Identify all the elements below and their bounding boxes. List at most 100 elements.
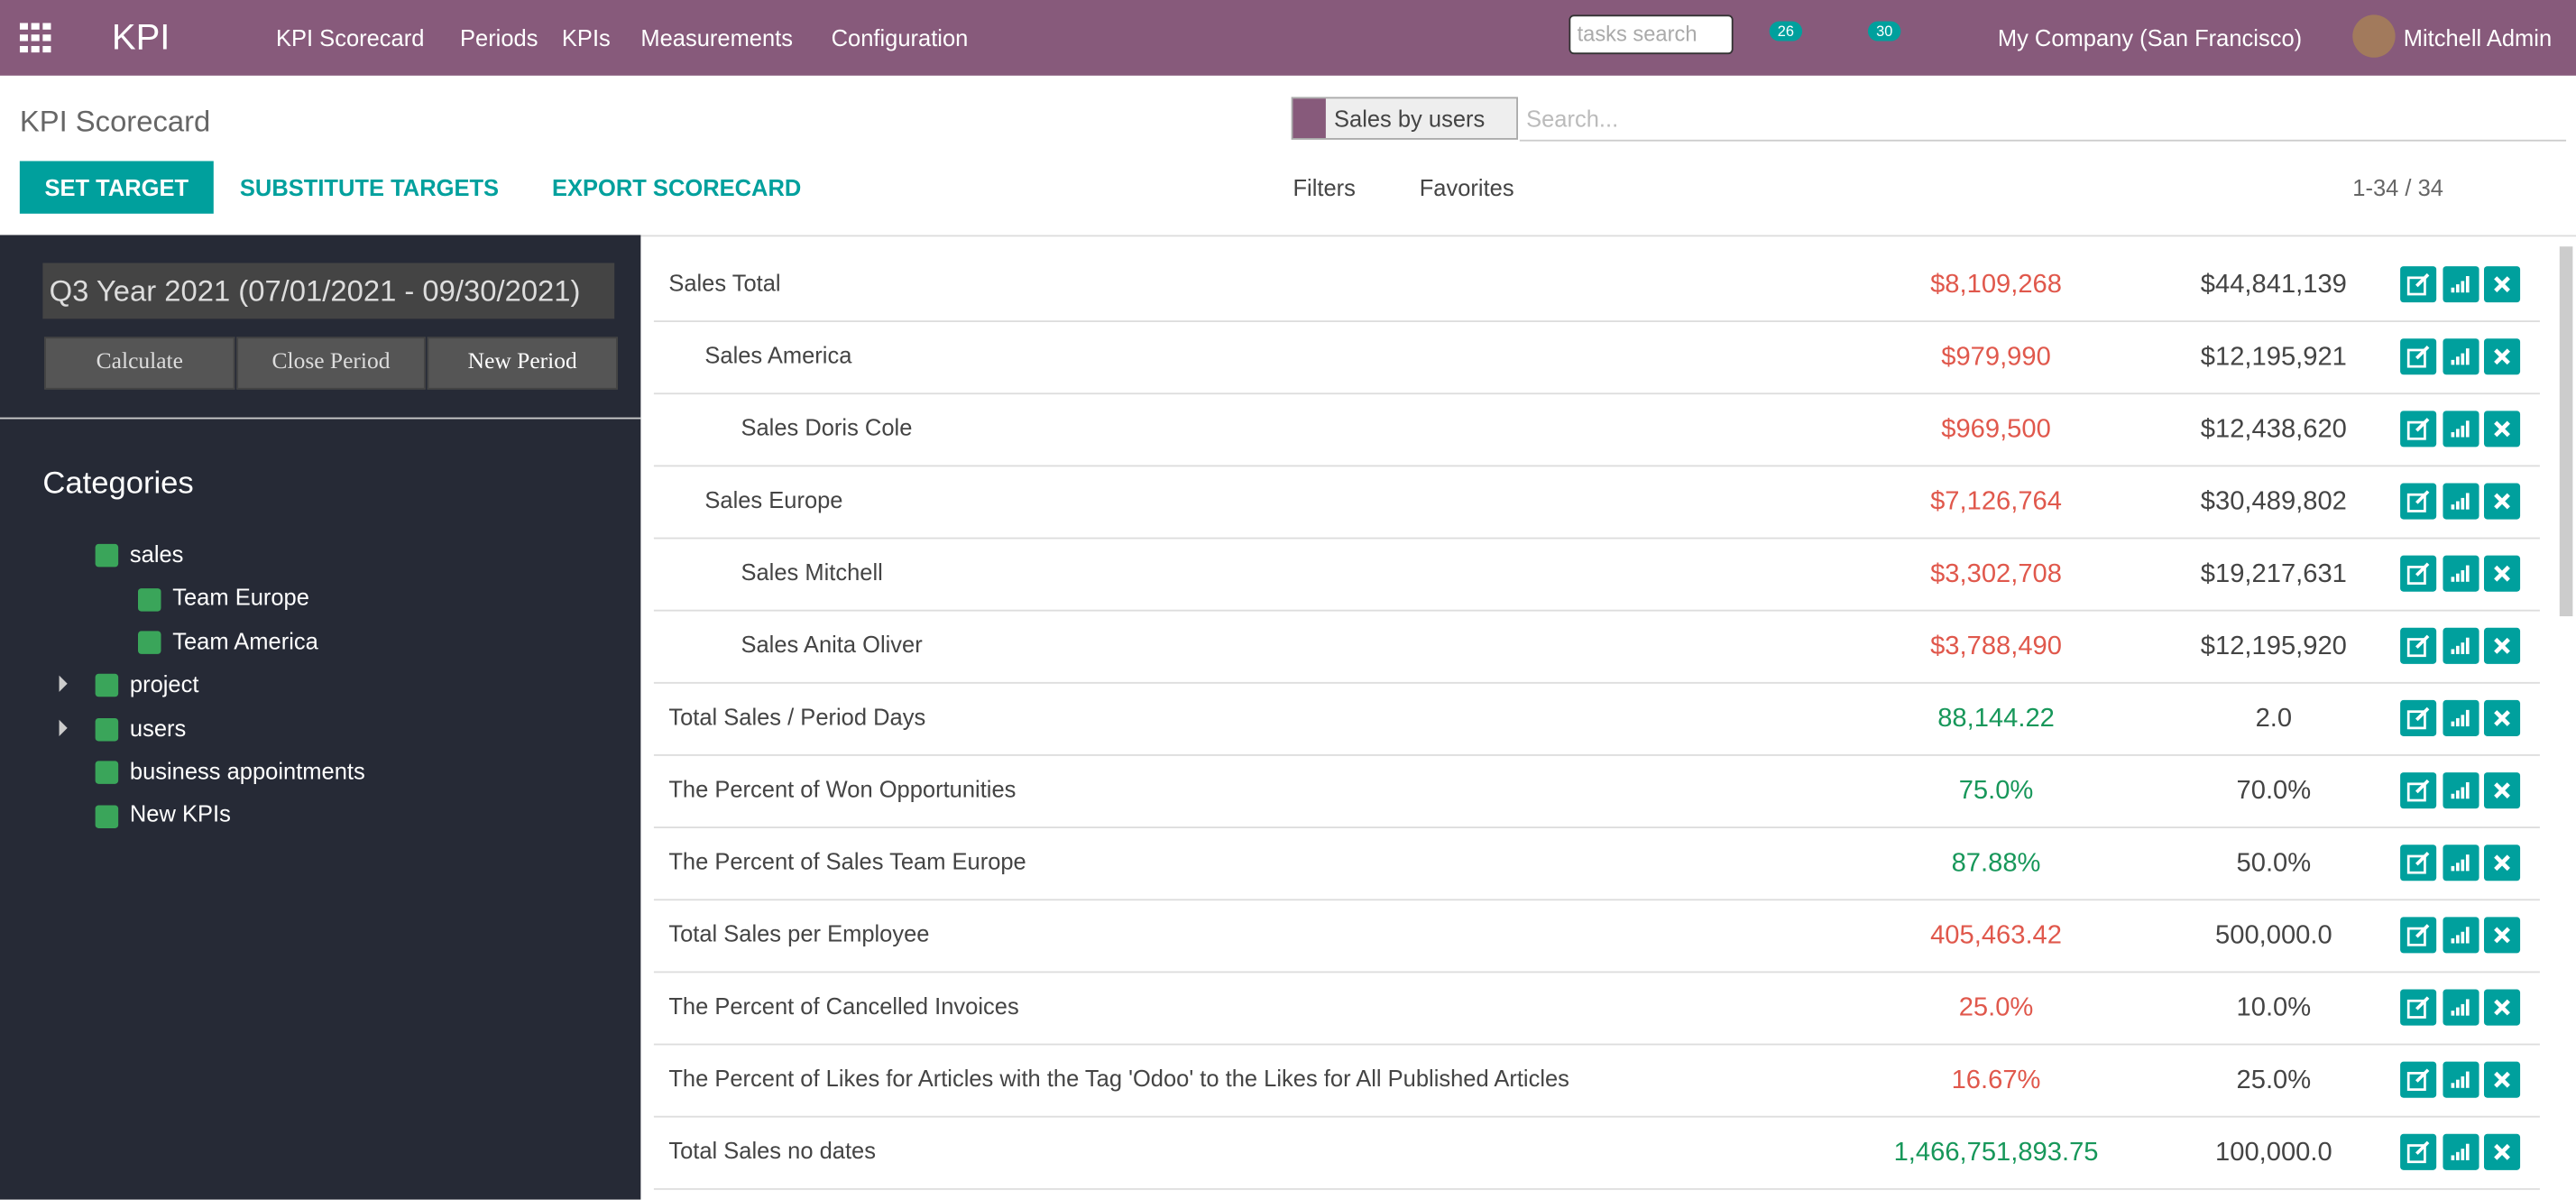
kpi-row[interactable]: Sales Total $8,109,268 $44,841,139 [653, 250, 2540, 323]
kpi-row[interactable]: The Percent of Won Opportunities 75.0% 70.… [653, 756, 2540, 829]
company[interactable]: My Company (San Francisco) [1997, 24, 2303, 51]
edit-button[interactable] [2400, 627, 2437, 664]
kpi-row[interactable]: Sales Mitchell $3,302,708 $19,217,631 [653, 539, 2540, 612]
chart-button[interactable] [2443, 266, 2479, 303]
delete-button[interactable] [2484, 1061, 2521, 1098]
period-select[interactable]: Q3 Year 2021 (07/01/2021 - 09/30/2021) [42, 263, 615, 319]
delete-button[interactable] [2484, 845, 2521, 882]
kpi-row[interactable]: Total Sales no dates 1,466,751,893.75 100,… [653, 1118, 2540, 1190]
edit-button[interactable] [2400, 989, 2437, 1026]
kpi-name: The Percent of Cancelled Invoices [668, 992, 1019, 1020]
chart-button[interactable] [2443, 845, 2479, 882]
delete-button[interactable] [2484, 989, 2521, 1026]
calculate-button[interactable]: Calculate [44, 337, 235, 390]
kpi-actual: $8,109,268 [1930, 271, 2062, 300]
delete-button[interactable] [2484, 338, 2521, 375]
set-target-button[interactable]: SET TARGET [19, 161, 214, 214]
chart-button[interactable] [2443, 772, 2479, 809]
delete-button[interactable] [2484, 555, 2521, 592]
apps-icon[interactable] [19, 23, 52, 53]
category[interactable]: sales [95, 539, 183, 568]
kpi-row[interactable]: Total Sales / Period Days 88,144.22 2.0 [653, 684, 2540, 756]
close-period-button[interactable]: Close Period [236, 337, 426, 390]
new-period-button[interactable]: New Period [427, 337, 618, 390]
category[interactable]: users [95, 713, 186, 743]
delete-button[interactable] [2484, 627, 2521, 664]
chart-button[interactable] [2443, 699, 2479, 737]
kpi-row[interactable]: Sales Doris Cole $969,500 $12,438,620 [653, 394, 2540, 467]
edit-button[interactable] [2400, 411, 2437, 448]
chart-button[interactable] [2443, 411, 2479, 448]
chart-button[interactable] [2443, 483, 2479, 520]
delete-button[interactable] [2484, 699, 2521, 737]
delete-button[interactable] [2484, 1133, 2521, 1170]
menu-item[interactable]: KPIs [561, 24, 611, 51]
menu-item[interactable]: Measurements [640, 24, 794, 51]
chart-button[interactable] [2443, 627, 2479, 664]
menu-item[interactable]: KPI Scorecard [276, 24, 425, 51]
category[interactable]: business appointments [95, 756, 365, 786]
page-title: KPI Scorecard [19, 105, 211, 139]
edit-button[interactable] [2400, 555, 2437, 592]
category[interactable]: Team Europe [138, 582, 309, 612]
pager: 1-34 / 34 [2352, 174, 2443, 201]
checkbox[interactable] [95, 674, 119, 698]
edit-button[interactable] [2400, 845, 2437, 882]
category[interactable]: New KPIs [95, 799, 231, 829]
category[interactable]: project [95, 669, 199, 699]
delete-button[interactable] [2484, 483, 2521, 520]
checkbox[interactable] [95, 544, 119, 568]
favorites[interactable]: Favorites [1419, 174, 1514, 201]
kpi-row[interactable]: Sales Anita Oliver $3,788,490 $12,195,920 [653, 612, 2540, 684]
search-input[interactable]: Search... [1526, 105, 1619, 132]
filters[interactable]: Filters [1293, 174, 1356, 201]
kpi-row[interactable]: Total Sales per Employee 405,463.42 500,00… [653, 900, 2540, 974]
checkbox[interactable] [95, 761, 119, 785]
delete-button[interactable] [2484, 266, 2521, 303]
substitute-button[interactable]: SUBSTITUTE TARGETS [239, 174, 500, 201]
chart-button[interactable] [2443, 338, 2479, 375]
export-button[interactable]: EXPORT SCORECARD [552, 174, 802, 201]
chart-button[interactable] [2443, 989, 2479, 1026]
edit-button[interactable] [2400, 483, 2437, 520]
category-name: project [129, 670, 199, 697]
tasks-search[interactable]: tasks search [1569, 14, 1734, 55]
checkbox[interactable] [95, 717, 119, 742]
kpi-row[interactable]: Sales America $979,990 $12,195,921 [653, 322, 2540, 395]
kpi-row[interactable]: The Percent of Sales Team Europe 87.88% 50… [653, 828, 2540, 901]
chart-button[interactable] [2443, 917, 2479, 954]
edit-button[interactable] [2400, 772, 2437, 809]
chart-button[interactable] [2443, 1133, 2479, 1170]
checkbox[interactable] [95, 804, 119, 828]
checkbox[interactable] [138, 587, 161, 612]
menu-item[interactable]: Periods [460, 24, 538, 51]
edit-button[interactable] [2400, 1061, 2437, 1098]
edit-button[interactable] [2400, 1133, 2437, 1170]
category[interactable]: Team America [138, 626, 318, 656]
delete-button[interactable] [2484, 917, 2521, 954]
kpi-row[interactable]: The Percent of Cancelled Invoices 25.0% 10… [653, 973, 2540, 1046]
edit-button[interactable] [2400, 266, 2437, 303]
message-badge[interactable]: 30 [1867, 21, 1901, 42]
kpi-actual: 1,466,751,893.75 [1893, 1139, 2099, 1168]
edit-button[interactable] [2400, 699, 2437, 737]
user[interactable]: Mitchell Admin [2403, 24, 2553, 51]
app-name[interactable]: KPI [111, 16, 170, 58]
facet[interactable]: Sales by users [1291, 97, 1519, 140]
menu-item[interactable]: Configuration [831, 24, 969, 51]
navbar: KPI KPI Scorecard Periods KPIs Measurements… [0, 0, 2576, 76]
chart-button[interactable] [2443, 1061, 2479, 1098]
sidebar: Q3 Year 2021 (07/01/2021 - 09/30/2021) C… [0, 235, 641, 1200]
activity-badge[interactable]: 26 [1769, 21, 1803, 42]
delete-button[interactable] [2484, 772, 2521, 809]
kpi-row[interactable]: The Percent of Likes for Articles with t… [653, 1045, 2540, 1118]
edit-button[interactable] [2400, 338, 2437, 375]
chart-button[interactable] [2443, 555, 2479, 592]
kpi-name: Total Sales per Employee [668, 920, 930, 947]
edit-button[interactable] [2400, 917, 2437, 954]
kpi-row[interactable]: Sales Europe $7,126,764 $30,489,802 [653, 466, 2540, 540]
delete-button[interactable] [2484, 411, 2521, 448]
checkbox[interactable] [138, 631, 161, 655]
kpi-target: 2.0 [2255, 705, 2293, 734]
